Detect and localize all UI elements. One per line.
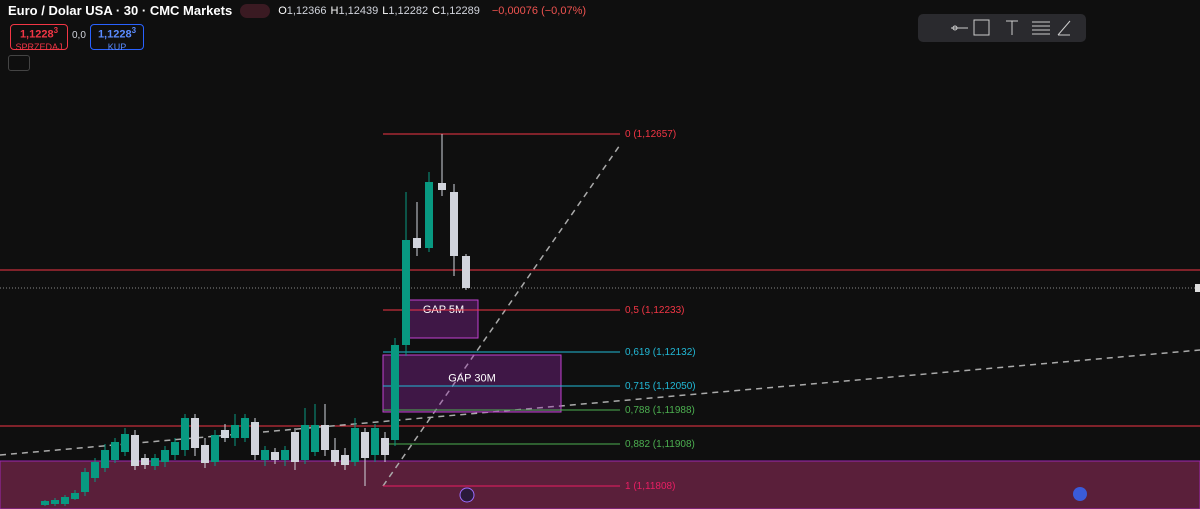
fib-label: 0,788 (1,11988) xyxy=(625,405,695,416)
change: −0,00076 (−0,07%) xyxy=(491,4,587,17)
ohlc-value: 1,12439 xyxy=(338,4,379,17)
candle-body xyxy=(81,472,89,492)
ohlc-value: 1,12366 xyxy=(286,4,327,17)
candle-body xyxy=(151,458,159,466)
candle-body xyxy=(413,238,421,248)
alert-icon xyxy=(459,487,475,503)
sell-label: SPRZEDAJ xyxy=(15,41,63,52)
fib-label: 1 (1,11808) xyxy=(625,481,675,492)
fib-label: 0,5 (1,12233) xyxy=(625,305,685,316)
sell-button[interactable]: 1,12283 SPRZEDAJ xyxy=(10,24,68,52)
candle-body xyxy=(51,500,59,504)
candle-body xyxy=(321,425,329,450)
candle-body xyxy=(391,345,399,440)
candle-body xyxy=(438,183,446,190)
toolbar-icons xyxy=(951,19,1071,36)
sell-price: 1,1228 xyxy=(19,28,54,41)
candle-body xyxy=(425,182,433,248)
buy-button[interactable]: 1,12283 KUP xyxy=(90,24,144,52)
candle-body xyxy=(111,442,119,460)
candle-body xyxy=(261,450,269,460)
candle-body xyxy=(311,425,319,452)
candle-body xyxy=(381,438,389,455)
candle-body xyxy=(371,428,379,455)
status xyxy=(240,3,271,18)
ohlc: O1,12366 H1,12439 L1,12282 C1,12289 xyxy=(278,5,484,17)
candle-body xyxy=(462,256,470,288)
ohlc-value: 1,12289 xyxy=(440,4,480,17)
text-tool[interactable] xyxy=(1006,20,1018,35)
candle-body xyxy=(141,458,149,465)
rect-tool[interactable] xyxy=(973,19,990,36)
candle-body xyxy=(351,428,359,462)
ohlc-letter: L xyxy=(382,4,389,17)
buy-price: 1,1228 xyxy=(97,28,132,41)
candle-body xyxy=(251,422,259,455)
candle-body xyxy=(231,425,239,438)
buy-label: KUP xyxy=(107,41,127,52)
candle-body xyxy=(281,450,289,460)
candle-body xyxy=(211,435,219,462)
candle-body xyxy=(301,425,309,460)
candle-body xyxy=(271,452,279,460)
candle-body xyxy=(181,418,189,450)
fib-label: 0 (1,12657) xyxy=(625,129,676,140)
gap-box xyxy=(382,354,562,413)
zone xyxy=(0,460,1200,509)
candle-body xyxy=(221,430,229,438)
header: Euro / Dolar USA · 30 · CMC Markets O1,1… xyxy=(8,3,586,18)
ohlc-letter: H xyxy=(330,4,339,17)
candle-body xyxy=(121,434,129,452)
symbol-title[interactable]: Euro / Dolar USA · 30 · CMC Markets xyxy=(8,3,233,18)
ohlc-value: 1,12282 xyxy=(388,4,429,17)
spread: 0,0 xyxy=(72,30,86,41)
candle-body xyxy=(91,462,99,478)
ohlc-letter: O xyxy=(278,4,287,17)
fib-label: 0,882 (1,11908) xyxy=(625,439,695,450)
buy-digit: 3 xyxy=(131,26,137,35)
candle-body xyxy=(241,418,249,438)
candle-body xyxy=(61,497,69,504)
trend-line xyxy=(0,349,1200,456)
fib-label: 0,715 (1,12050) xyxy=(625,381,696,392)
candle-body xyxy=(161,450,169,462)
candle-body xyxy=(291,432,299,462)
fib-label: 0,619 (1,12132) xyxy=(625,347,696,358)
candle-body xyxy=(71,493,79,499)
candle-body xyxy=(41,501,49,505)
sell-digit: 3 xyxy=(53,26,59,35)
candle-body xyxy=(341,455,349,465)
candle-body xyxy=(450,192,458,256)
candle-body xyxy=(402,240,410,345)
flag-icon xyxy=(1073,487,1087,501)
candle-body xyxy=(331,450,339,462)
trend-line xyxy=(382,144,621,487)
candle-body xyxy=(131,435,139,466)
ohlc-letter: C xyxy=(432,4,441,17)
candle-body xyxy=(171,442,179,455)
candle-body xyxy=(201,445,209,463)
gap-label: GAP 30M xyxy=(448,373,496,385)
candle-body xyxy=(101,450,109,468)
collapse-button[interactable] xyxy=(8,55,30,71)
drawing-toolbar xyxy=(918,14,1086,42)
gap-box xyxy=(408,299,479,339)
price-marker xyxy=(1195,284,1200,292)
candle-body xyxy=(361,432,369,458)
brush-tool[interactable] xyxy=(1057,20,1071,36)
candle-body xyxy=(191,418,199,448)
fib-tool[interactable] xyxy=(1032,21,1050,35)
